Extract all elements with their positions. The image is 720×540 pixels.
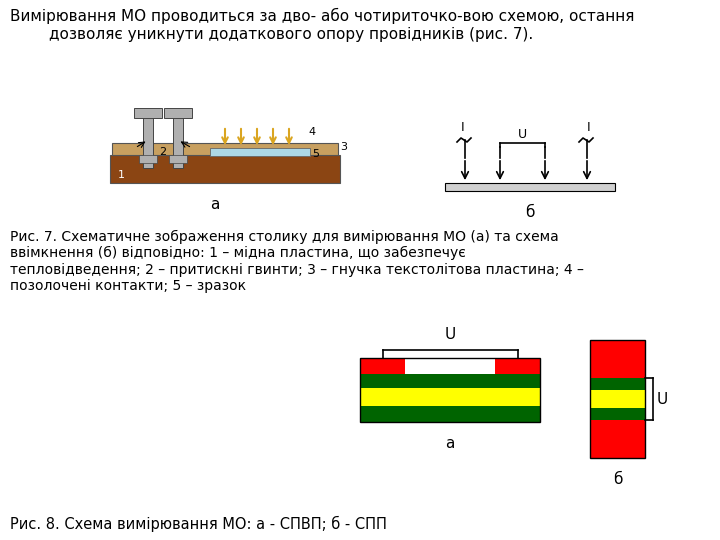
Text: I: I [462, 121, 465, 134]
Bar [590, 390, 645, 408]
Text: 5: 5 [312, 149, 319, 159]
Text: U: U [518, 128, 527, 141]
Bar [590, 340, 645, 458]
Bar [169, 155, 187, 163]
Text: а: а [445, 436, 455, 451]
Text: Рис. 8. Схема вимірювання МО: а - СПВП; б - СПП: Рис. 8. Схема вимірювання МО: а - СПВП; … [10, 516, 387, 532]
Text: б: б [613, 472, 622, 487]
Text: 2: 2 [159, 147, 166, 157]
Text: Вимірювання МО проводиться за дво- або чотириточко-вою схемою, остання
        д: Вимірювання МО проводиться за дво- або ч… [10, 8, 634, 42]
Text: 3: 3 [340, 142, 347, 152]
Bar [360, 406, 540, 422]
Bar [360, 388, 540, 406]
Bar [360, 374, 540, 388]
Bar [445, 183, 615, 191]
Bar [173, 110, 183, 168]
Bar [360, 358, 540, 422]
Bar [360, 358, 405, 374]
Bar [495, 358, 540, 374]
Bar [210, 148, 310, 156]
Bar [590, 408, 645, 420]
Bar [112, 143, 338, 155]
Bar [134, 108, 162, 118]
Text: I: I [588, 121, 591, 134]
Text: а: а [210, 197, 220, 212]
Text: 4: 4 [308, 127, 315, 137]
Bar [164, 108, 192, 118]
Bar [110, 155, 340, 183]
Bar [143, 110, 153, 168]
Bar [590, 420, 645, 458]
Text: Рис. 7. Схематичне зображення столику для вимірювання МО (а) та схема
ввімкнення: Рис. 7. Схематичне зображення столику дл… [10, 230, 584, 293]
Text: б: б [526, 205, 535, 220]
Bar [590, 340, 645, 378]
Text: U: U [444, 327, 456, 342]
Text: 1: 1 [118, 170, 125, 180]
Bar [590, 378, 645, 390]
Text: U: U [657, 392, 668, 407]
Bar [139, 155, 157, 163]
